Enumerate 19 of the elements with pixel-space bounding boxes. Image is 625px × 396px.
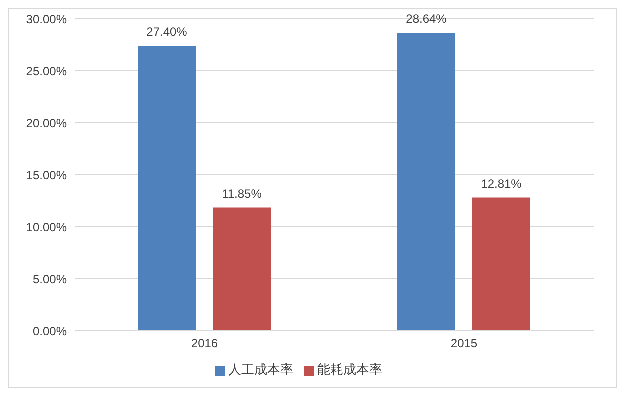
x-tick-label: 2016 [191,336,218,351]
bar [213,208,271,331]
y-tick-label: 25.00% [26,64,68,78]
data-label: 28.64% [406,12,448,26]
bar [138,46,196,331]
y-tick-label: 10.00% [26,220,68,234]
y-tick-label: 20.00% [26,116,68,130]
y-tick-label: 15.00% [26,168,68,182]
legend-label: 能耗成本率 [318,362,382,377]
bar [472,198,530,331]
bar [398,33,456,331]
x-tick-label: 2015 [450,336,478,351]
legend-label: 人工成本率 [228,362,294,377]
y-tick-label: 5.00% [32,272,68,286]
data-label: 11.85% [222,186,262,201]
data-label: 27.40% [146,25,188,40]
data-label: 12.81% [481,176,522,191]
y-tick-label: 30.00% [26,12,68,26]
y-tick-label: 0.00% [32,324,68,338]
